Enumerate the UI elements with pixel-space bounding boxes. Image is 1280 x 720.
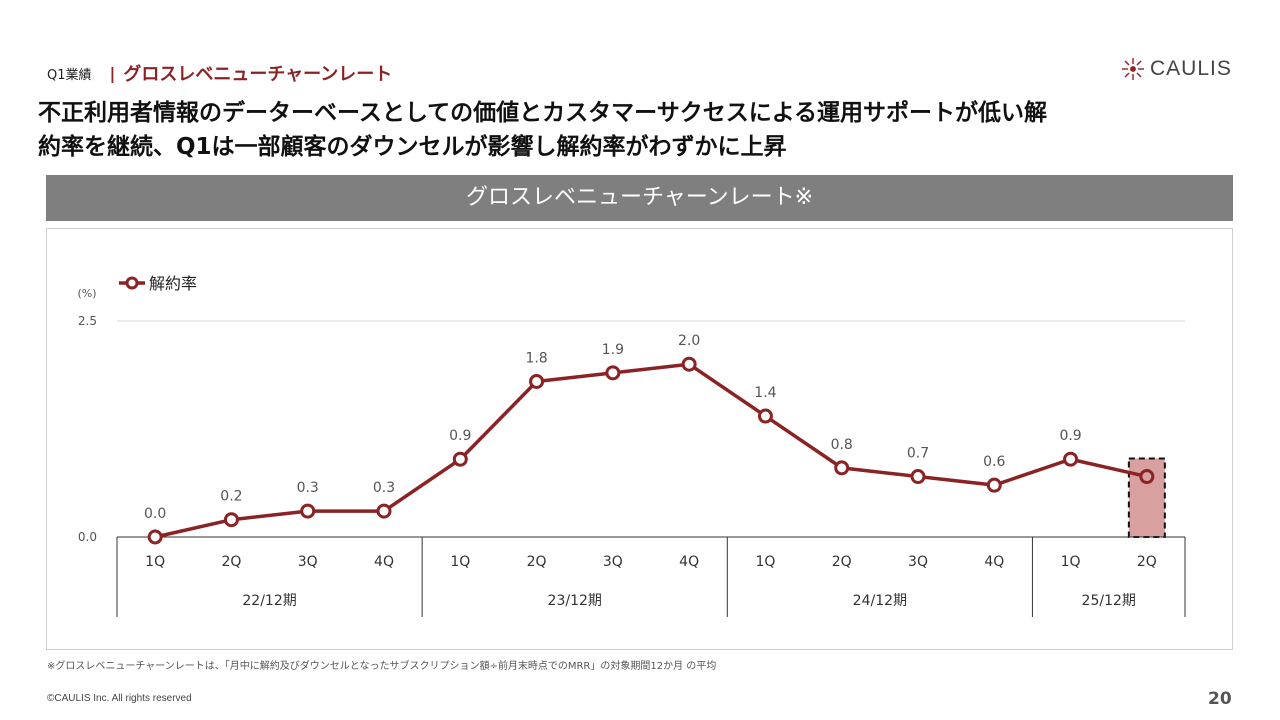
data-point bbox=[910, 469, 926, 485]
x-tick-label: 1Q bbox=[755, 554, 775, 570]
x-tick-label: 4Q bbox=[984, 554, 1004, 570]
x-tick-label: 2Q bbox=[221, 554, 241, 570]
x-tick-label: 1Q bbox=[450, 554, 470, 570]
data-point bbox=[757, 408, 773, 424]
group-label: 24/12期 bbox=[853, 593, 907, 609]
breadcrumb-label: Q1業績 bbox=[47, 67, 92, 83]
data-label: 1.9 bbox=[602, 342, 624, 358]
x-tick-label: 1Q bbox=[1061, 554, 1081, 570]
legend-label: 解約率 bbox=[149, 274, 197, 293]
data-point bbox=[529, 373, 545, 389]
x-tick-label: 4Q bbox=[374, 554, 394, 570]
data-point bbox=[147, 529, 163, 545]
company-logo: CAULIS bbox=[1120, 56, 1232, 82]
breadcrumb-divider: | bbox=[109, 63, 116, 83]
data-point bbox=[223, 512, 239, 528]
logo-mark-icon bbox=[1122, 58, 1144, 80]
data-point bbox=[834, 460, 850, 476]
group-label: 25/12期 bbox=[1082, 593, 1136, 609]
data-point bbox=[1063, 451, 1079, 467]
data-label: 0.7 bbox=[907, 446, 929, 462]
group-label: 22/12期 bbox=[242, 593, 296, 609]
data-point bbox=[605, 365, 621, 381]
page-headline: 不正利用者情報のデーターベースとしての価値とカスタマーサクセスによる運用サポート… bbox=[38, 96, 1238, 164]
y-unit-label: (%) bbox=[77, 287, 96, 300]
x-tick-label: 4Q bbox=[679, 554, 699, 570]
data-point bbox=[986, 477, 1002, 493]
data-label: 0.6 bbox=[983, 454, 1005, 470]
chart-banner: グロスレベニューチャーンレート※ bbox=[46, 175, 1233, 221]
x-tick-label: 2Q bbox=[832, 554, 852, 570]
data-label: 0.9 bbox=[1059, 428, 1081, 444]
logo-wordmark: CAULIS bbox=[1150, 57, 1232, 80]
data-label: 1.8 bbox=[525, 350, 547, 366]
page-number: 20 bbox=[1208, 689, 1232, 709]
x-tick-label: 2Q bbox=[527, 554, 547, 570]
headline-line-2: 約率を継続、Q1は一部顧客のダウンセルが影響し解約率がわずかに上昇 bbox=[38, 134, 787, 160]
data-label: 1.4 bbox=[754, 385, 776, 401]
footnote: ※グロスレベニューチャーンレートは、「月中に解約及びダウンセルとなったサブスクリ… bbox=[47, 661, 717, 672]
headline-line-1: 不正利用者情報のデーターベースとしての価値とカスタマーサクセスによる運用サポート… bbox=[38, 100, 1048, 126]
data-point bbox=[376, 503, 392, 519]
chart-panel: 0.0 2.5 (%) 1Q 2Q 3Q 4Q 1Q 2Q 3Q 4Q 1Q 2Q 3Q 4Q 1Q 2Q 22/… bbox=[46, 228, 1233, 650]
y-tick-label: 2.5 bbox=[78, 314, 97, 328]
section-title: グロスレベニューチャーンレート bbox=[123, 64, 393, 85]
x-tick-label: 3Q bbox=[908, 554, 928, 570]
breadcrumb: Q1業績 | グロスレベニューチャーンレート bbox=[47, 60, 392, 86]
data-point bbox=[681, 356, 697, 372]
y-tick-label: 0.0 bbox=[78, 530, 97, 544]
data-label: 0.3 bbox=[297, 480, 319, 496]
data-point bbox=[452, 451, 468, 467]
series-line bbox=[154, 362, 1148, 539]
group-label: 23/12期 bbox=[548, 593, 602, 609]
x-tick-label: 1Q bbox=[145, 554, 165, 570]
data-label: 0.2 bbox=[220, 489, 242, 505]
data-point bbox=[300, 503, 316, 519]
data-label: 0.3 bbox=[373, 480, 395, 496]
legend-swatch-marker bbox=[125, 276, 139, 290]
churn-rate-chart: 0.0 2.5 (%) 1Q 2Q 3Q 4Q 1Q 2Q 3Q 4Q 1Q 2Q 3Q 4Q 1Q 2Q 22/… bbox=[77, 274, 1186, 617]
data-label: 0.9 bbox=[449, 428, 471, 444]
x-tick-label: 3Q bbox=[603, 554, 623, 570]
data-point bbox=[1139, 469, 1155, 485]
data-label: 2.0 bbox=[678, 333, 700, 349]
data-label: 0.8 bbox=[831, 437, 853, 453]
x-tick-label: 3Q bbox=[298, 554, 318, 570]
copyright: ©CAULIS Inc. All rights reserved bbox=[47, 693, 192, 704]
data-label: 0.0 bbox=[144, 506, 166, 522]
x-tick-label: 2Q bbox=[1137, 554, 1157, 570]
